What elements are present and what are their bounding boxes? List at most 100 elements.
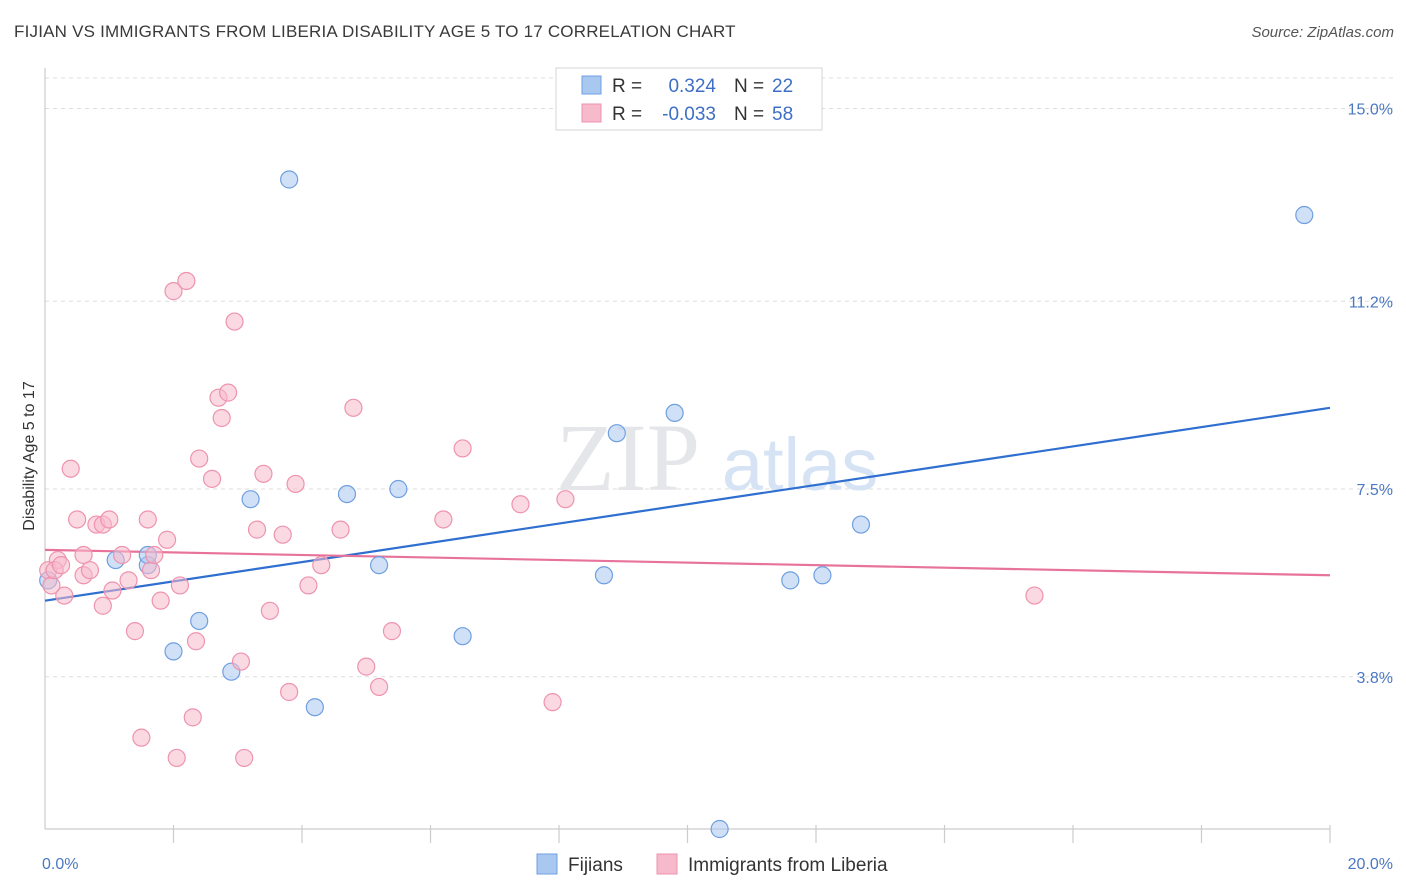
point-fijians-18 bbox=[781, 571, 800, 590]
point-liberia-11 bbox=[100, 510, 119, 529]
legend-n-label-1: N = bbox=[734, 76, 764, 97]
point-fijians-17 bbox=[710, 819, 729, 839]
point-liberia-14 bbox=[119, 571, 138, 590]
point-fijians-4 bbox=[164, 642, 183, 661]
x-tick-label-end: 20.0% bbox=[1348, 856, 1393, 873]
point-liberia-22 bbox=[164, 282, 183, 301]
point-liberia-18 bbox=[141, 561, 161, 580]
y-tick-label-3: 15.0% bbox=[1348, 101, 1393, 118]
point-liberia-44 bbox=[331, 520, 350, 539]
point-liberia-47 bbox=[370, 677, 389, 697]
point-fijians-8 bbox=[280, 170, 299, 189]
point-fijians-7 bbox=[241, 490, 260, 509]
point-liberia-42 bbox=[299, 576, 318, 595]
y-tick-label-1: 7.5% bbox=[1357, 482, 1393, 499]
trend-line-fijians bbox=[44, 406, 1331, 602]
bottom-legend-swatch-liberia bbox=[656, 853, 678, 875]
point-liberia-25 bbox=[177, 271, 196, 291]
point-liberia-40 bbox=[280, 682, 299, 702]
point-liberia-26 bbox=[183, 708, 202, 727]
legend-r-label-1: R = bbox=[612, 76, 642, 97]
bottom-legend: Fijians Immigrants from Liberia bbox=[536, 853, 888, 876]
point-fijians-14 bbox=[594, 566, 614, 585]
legend-r-value-1: 0.324 bbox=[668, 76, 716, 97]
point-liberia-46 bbox=[357, 657, 376, 676]
point-liberia-10 bbox=[93, 596, 112, 615]
legend-swatch-liberia bbox=[581, 103, 602, 123]
point-liberia-34 bbox=[231, 652, 251, 671]
y-tick-label-2: 11.2% bbox=[1349, 294, 1393, 311]
point-liberia-39 bbox=[273, 525, 292, 544]
bottom-legend-label-liberia: Immigrants from Liberia bbox=[688, 855, 888, 876]
point-liberia-54 bbox=[1025, 586, 1044, 605]
point-liberia-31 bbox=[212, 408, 231, 428]
source-label: Source: ZipAtlas.com bbox=[1251, 24, 1394, 41]
point-liberia-41 bbox=[286, 474, 305, 494]
point-liberia-45 bbox=[344, 398, 363, 417]
watermark: ZIP atlas bbox=[556, 404, 878, 511]
point-fijians-5 bbox=[190, 611, 209, 631]
point-liberia-2 bbox=[55, 586, 74, 605]
y-tick-label-0: 3.8% bbox=[1357, 670, 1393, 687]
point-liberia-3 bbox=[61, 459, 80, 478]
point-fijians-12 bbox=[389, 479, 408, 499]
point-liberia-20 bbox=[151, 591, 170, 610]
point-fijians-21 bbox=[1295, 205, 1314, 225]
legend-n-value-1: 22 bbox=[772, 76, 793, 97]
point-liberia-27 bbox=[186, 632, 206, 651]
point-fijians-13 bbox=[453, 627, 472, 646]
point-liberia-19 bbox=[145, 545, 164, 565]
point-fijians-11 bbox=[370, 556, 389, 575]
legend-swatch-fijians bbox=[581, 75, 602, 95]
legend-n-label-2: N = bbox=[734, 104, 764, 125]
point-liberia-21 bbox=[157, 530, 177, 549]
bottom-legend-label-fijians: Fijians bbox=[568, 855, 623, 876]
point-liberia-16 bbox=[132, 728, 151, 747]
point-liberia-57 bbox=[51, 556, 71, 575]
point-liberia-7 bbox=[80, 561, 100, 580]
point-fijians-20 bbox=[851, 515, 871, 534]
point-fijians-16 bbox=[665, 403, 684, 423]
bottom-legend-swatch-fijians bbox=[536, 853, 558, 875]
point-liberia-13 bbox=[112, 545, 132, 565]
point-liberia-24 bbox=[170, 576, 190, 595]
point-liberia-12 bbox=[103, 581, 122, 600]
watermark-atlas: atlas bbox=[722, 423, 878, 506]
point-liberia-50 bbox=[453, 439, 472, 458]
tick-labels: 3.8% 7.5% 11.2% 15.0% 0.0% 20.0% bbox=[42, 101, 1393, 873]
grid-lines bbox=[45, 77, 1393, 678]
point-liberia-4 bbox=[68, 510, 87, 529]
point-liberia-17 bbox=[138, 510, 157, 529]
point-liberia-48 bbox=[382, 622, 402, 641]
point-liberia-29 bbox=[202, 469, 222, 488]
legend-r-value-2: -0.033 bbox=[662, 104, 716, 125]
point-fijians-15 bbox=[607, 424, 626, 443]
point-liberia-32 bbox=[219, 383, 238, 402]
point-liberia-15 bbox=[125, 622, 145, 641]
legend: R = 0.324 N = 22 R = -0.033 N = 58 bbox=[555, 67, 823, 131]
point-liberia-35 bbox=[235, 748, 254, 768]
point-liberia-33 bbox=[225, 312, 244, 331]
point-liberia-52 bbox=[543, 693, 562, 712]
point-fijians-19 bbox=[813, 566, 832, 585]
chart-title: FIJIAN VS IMMIGRANTS FROM LIBERIA DISABI… bbox=[14, 22, 736, 41]
point-fijians-10 bbox=[337, 484, 357, 504]
point-liberia-28 bbox=[190, 449, 209, 468]
point-liberia-23 bbox=[167, 748, 186, 768]
point-liberia-43 bbox=[312, 556, 331, 575]
y-axis-label: Disability Age 5 to 17 bbox=[21, 381, 38, 531]
point-liberia-55 bbox=[42, 576, 61, 595]
point-fijians-9 bbox=[305, 698, 324, 717]
point-liberia-37 bbox=[254, 464, 273, 483]
legend-n-value-2: 58 bbox=[772, 104, 793, 125]
point-liberia-49 bbox=[434, 510, 453, 529]
point-liberia-51 bbox=[511, 495, 530, 514]
data-points bbox=[39, 170, 1314, 839]
point-liberia-36 bbox=[247, 520, 267, 539]
x-tick-label-start: 0.0% bbox=[42, 856, 78, 873]
trend-line-liberia bbox=[44, 548, 1331, 577]
trend-lines bbox=[44, 406, 1331, 602]
legend-r-label-2: R = bbox=[612, 104, 642, 125]
point-liberia-38 bbox=[260, 601, 279, 620]
